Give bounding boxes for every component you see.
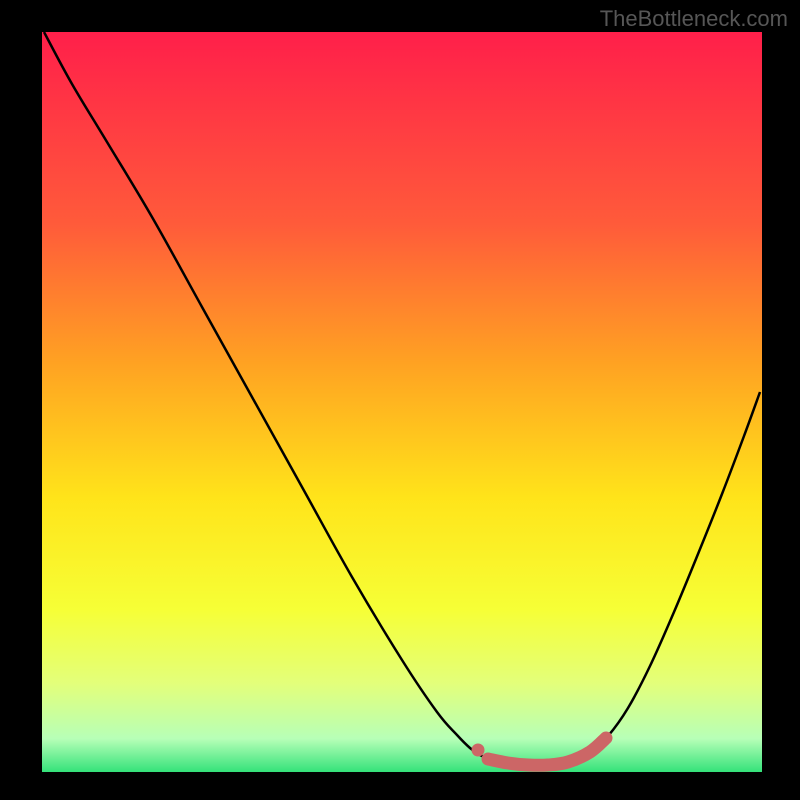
chart-svg bbox=[42, 32, 762, 772]
watermark-text: TheBottleneck.com bbox=[600, 6, 788, 32]
highlight-dot bbox=[472, 744, 485, 757]
chart-plot-area bbox=[42, 32, 762, 772]
